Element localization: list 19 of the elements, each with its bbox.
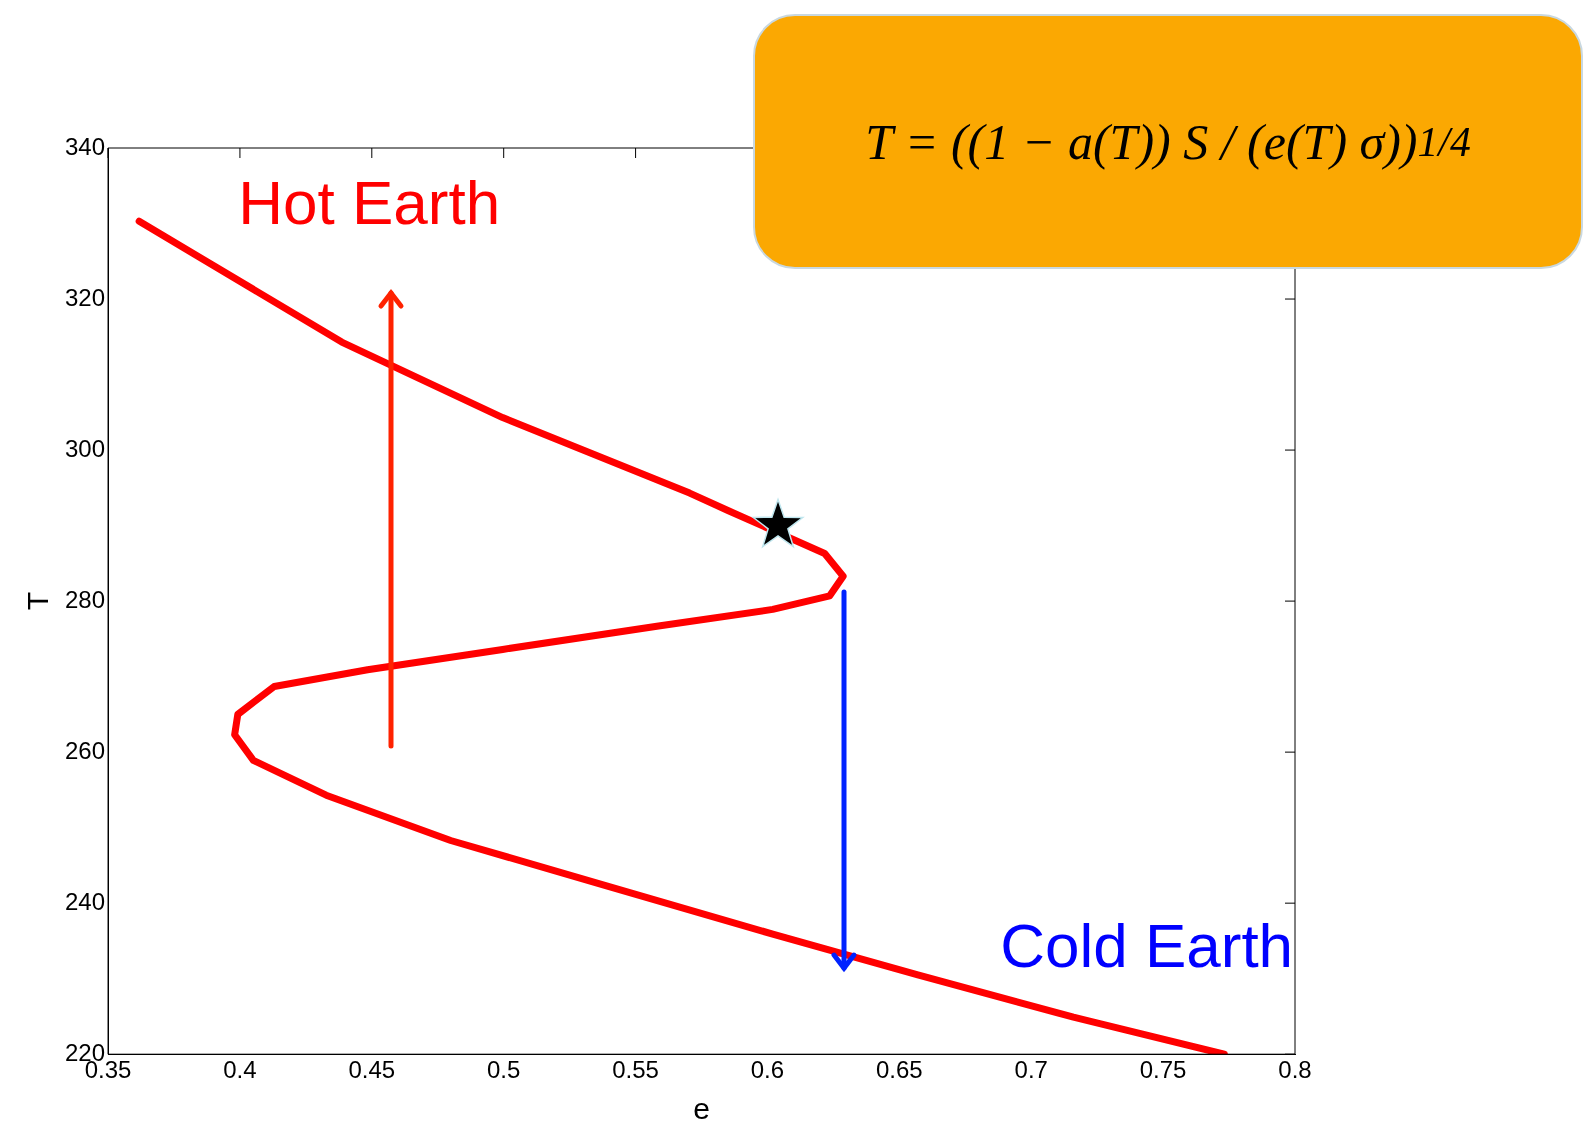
x-tick-label: 0.8 <box>1278 1056 1312 1084</box>
x-tick-label: 0.5 <box>487 1056 521 1084</box>
y-tick-label: 280 <box>65 585 106 613</box>
x-tick-label: 0.7 <box>1014 1056 1048 1084</box>
x-tick-label: 0.4 <box>223 1056 257 1084</box>
y-tick-label: 260 <box>65 736 106 764</box>
y-tick-label: 320 <box>65 283 106 311</box>
annotation: Cold Earth <box>1000 911 1294 981</box>
x-tick-label: 0.65 <box>875 1056 923 1084</box>
y-axis-title: T <box>21 591 55 611</box>
x-tick-label: 0.45 <box>348 1056 396 1084</box>
x-tick-label: 0.55 <box>612 1056 659 1084</box>
y-tick-label: 300 <box>65 434 106 462</box>
y-tick-label: 340 <box>65 132 106 160</box>
x-tick-label: 0.75 <box>1139 1056 1187 1084</box>
annotation: Hot Earth <box>238 168 501 237</box>
x-axis-title: e <box>693 1092 710 1126</box>
y-tick-label: 240 <box>65 887 106 915</box>
x-tick-label: 0.6 <box>750 1056 785 1084</box>
